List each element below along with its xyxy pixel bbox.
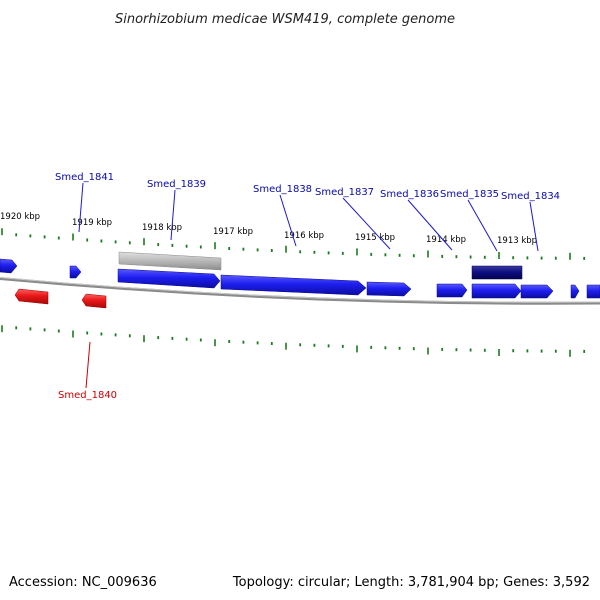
leader-line	[85, 341, 91, 389]
tick-label: 1919 kbp	[72, 218, 112, 228]
gene-arrow[interactable]	[220, 274, 367, 296]
tick-label: 1920 kbp	[0, 212, 40, 222]
forward-strand-genes	[0, 251, 600, 299]
gene-label-smed-1841[interactable]: Smed_1841	[55, 172, 114, 183]
gene-arrow[interactable]	[586, 284, 600, 299]
leader-line	[78, 182, 84, 233]
gene-label-smed-1840[interactable]: Smed_1840	[58, 390, 117, 401]
gene-arrow[interactable]	[69, 265, 82, 279]
leader-line	[529, 201, 539, 252]
gene-arrow[interactable]	[0, 258, 18, 274]
gene-label-smed-1834[interactable]: Smed_1834	[501, 191, 560, 202]
tick-labels: 1920 kbp 1919 kbp 1918 kbp 1917 kbp 1916…	[0, 212, 537, 246]
reverse-strand-genes	[14, 288, 107, 309]
genome-backbone-highlight	[0, 276, 600, 303]
leader-line	[342, 197, 391, 250]
gene-arrow[interactable]	[570, 284, 580, 299]
gene-arrow[interactable]	[117, 268, 221, 289]
genome-backbone	[0, 276, 600, 305]
accession-text: Accession: NC_009636	[9, 575, 157, 590]
gene-arrow[interactable]	[14, 288, 49, 305]
gene-arrow[interactable]	[520, 284, 554, 299]
gene-labels: Smed_1841 Smed_1839 Smed_1838 Smed_1837 …	[55, 172, 560, 401]
gene-label-smed-1836[interactable]: Smed_1836	[380, 189, 439, 200]
gene-arrow[interactable]	[436, 283, 468, 298]
tick-track-bottom	[1, 325, 586, 357]
leader-line	[170, 189, 176, 241]
tick-label: 1917 kbp	[213, 227, 253, 237]
gene-label-smed-1838[interactable]: Smed_1838	[253, 184, 312, 195]
tick-track-top	[1, 228, 586, 260]
gene-arrow-highlight[interactable]	[471, 265, 523, 280]
gene-label-smed-1839[interactable]: Smed_1839	[147, 179, 206, 190]
page-title: Sinorhizobium medicae WSM419, complete g…	[115, 12, 455, 27]
tick-label: 1918 kbp	[142, 223, 182, 233]
gene-label-smed-1835[interactable]: Smed_1835	[440, 189, 499, 200]
leader-line	[279, 194, 297, 247]
tick-label: 1913 kbp	[497, 236, 537, 246]
tick-label: 1915 kbp	[355, 233, 395, 243]
genome-summary-text: Topology: circular; Length: 3,781,904 bp…	[232, 575, 590, 590]
gene-arrow-gray[interactable]	[118, 251, 222, 271]
gene-label-smed-1837[interactable]: Smed_1837	[315, 187, 374, 198]
tick-label: 1916 kbp	[284, 231, 324, 241]
gene-arrow[interactable]	[471, 283, 522, 299]
tick-label: 1914 kbp	[426, 235, 466, 245]
gene-arrow[interactable]	[81, 293, 107, 309]
leader-line	[467, 199, 498, 252]
gene-arrow[interactable]	[366, 281, 412, 297]
leader-line	[407, 199, 453, 251]
